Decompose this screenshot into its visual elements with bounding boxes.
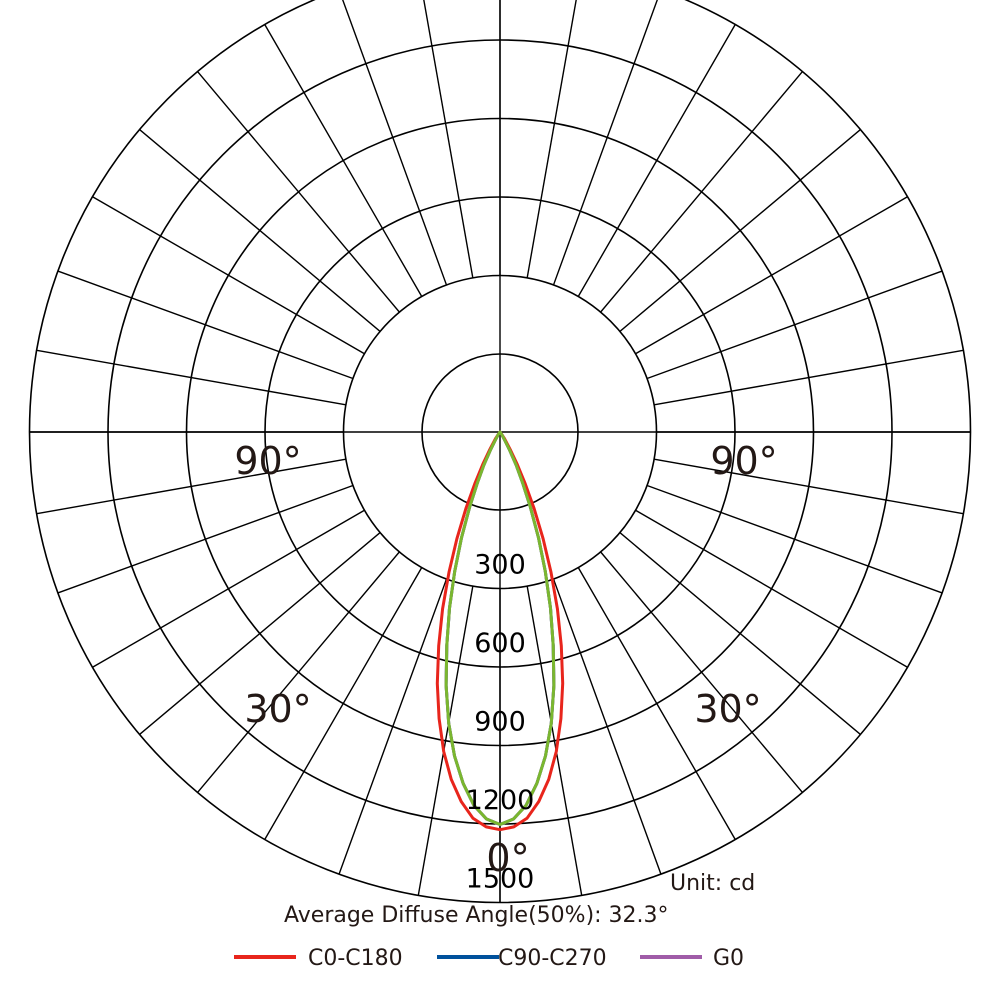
spoke-230 [139,129,381,332]
spoke-80 [654,458,964,515]
spoke-60 [635,509,908,668]
intensity-curves [435,430,565,832]
legend-label-g0: G0 [713,946,744,971]
curve-c0-c180 [435,430,565,832]
average-angle-label: Average Diffuse Angle(50%): 32.3° [284,903,669,928]
spoke-170 [526,0,577,278]
spoke-260 [36,349,346,406]
spoke-190 [423,0,474,278]
ring-label-900: 900 [474,707,526,738]
spoke-150 [577,24,736,297]
angle-label-right-30: 30° [694,687,761,731]
spoke-20 [552,578,662,875]
spoke-350 [417,586,474,896]
unit-label: Unit: cd [670,871,755,896]
ring-label-1500: 1500 [466,864,535,895]
spoke-320 [197,551,400,793]
spoke-290 [57,484,354,594]
ring-label-600: 600 [474,628,526,659]
spoke-100 [654,349,964,406]
ring-value-labels: 300 600 900 1200 1500 [466,550,535,895]
spoke-10 [526,586,583,896]
spoke-130 [619,129,861,332]
spoke-300 [92,509,365,668]
spoke-210 [264,24,423,297]
spoke-280 [36,458,346,515]
spoke-160 [552,0,658,286]
spoke-140 [600,71,803,313]
spoke-120 [635,196,908,355]
spoke-250 [57,270,354,380]
angle-label-right-90: 90° [710,439,777,483]
curve-unlabeled [444,430,556,826]
spoke-110 [646,270,943,380]
spoke-240 [92,196,365,355]
spoke-220 [197,71,400,313]
spoke-50 [619,532,861,735]
spoke-200 [342,0,448,286]
angle-label-left-30: 30° [244,687,311,731]
angle-labels: 90° 90° 30° 30° 0° [234,439,777,880]
legend-label-c90-c270: C90-C270 [498,946,607,971]
legend: C0-C180 C90-C270 G0 [234,946,744,971]
spoke-330 [264,567,423,840]
spoke-40 [600,551,803,793]
spoke-340 [338,578,448,875]
angle-label-left-90: 90° [234,439,301,483]
polar-grid [28,0,972,904]
ring-label-300: 300 [474,550,526,581]
angle-label-0: 0° [486,836,529,880]
ring-label-1200: 1200 [466,785,535,816]
spoke-310 [139,532,381,735]
spoke-30 [577,567,736,840]
legend-label-c0-c180: C0-C180 [308,946,403,971]
spoke-70 [646,484,943,594]
